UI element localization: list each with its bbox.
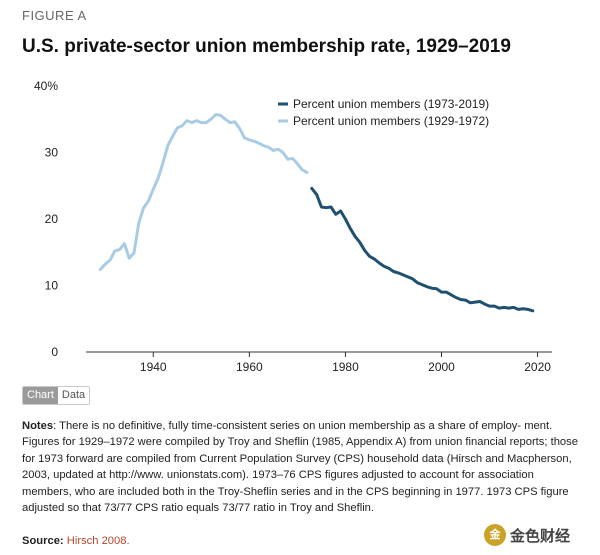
line-chart: 0 10 20 30 40% 1940 1960 1980 2000 2020 Percent … bbox=[34, 79, 552, 374]
watermark-text: 金色财经 bbox=[510, 527, 571, 545]
source-label: Source: bbox=[22, 535, 64, 547]
source-link[interactable]: Hirsch 2008. bbox=[66, 535, 130, 547]
series-lines bbox=[98, 113, 535, 313]
x-tick-label: 2020 bbox=[524, 360, 551, 374]
x-tick-label: 2000 bbox=[428, 360, 455, 374]
watermark: 金 金色财经 bbox=[484, 524, 570, 546]
x-axis-labels: 1940 1960 1980 2000 2020 bbox=[140, 360, 551, 374]
chart-notes: Notes: There is no definitive, fully tim… bbox=[22, 418, 582, 516]
y-tick-label: 0 bbox=[51, 345, 58, 359]
y-tick-label: 30 bbox=[45, 146, 59, 160]
chart-source: Source: Hirsch 2008. bbox=[22, 535, 130, 547]
figure-label: FIGURE A bbox=[22, 8, 87, 23]
legend-label: Percent union members (1973-2019) bbox=[293, 97, 489, 111]
y-tick-label: 40% bbox=[34, 79, 58, 93]
legend: Percent union members (1973-2019) Percent… bbox=[278, 97, 489, 128]
x-tick-label: 1940 bbox=[140, 360, 167, 374]
chart-title: U.S. private-sector union membership rat… bbox=[22, 36, 511, 57]
y-axis-labels: 0 10 20 30 40% bbox=[34, 79, 58, 359]
view-tabs: Chart Data bbox=[22, 386, 91, 405]
y-tick-label: 10 bbox=[45, 279, 59, 293]
series-line-1929-1972 bbox=[98, 113, 309, 271]
tab-chart[interactable]: Chart bbox=[23, 387, 58, 404]
legend-label: Percent union members (1929-1972) bbox=[293, 114, 489, 128]
x-tick-label: 1960 bbox=[236, 360, 263, 374]
notes-text: : There is no definitive, fully time-con… bbox=[22, 420, 578, 515]
watermark-logo: 金 bbox=[484, 524, 506, 546]
x-tick-label: 1980 bbox=[332, 360, 359, 374]
series-line-1973-2019 bbox=[310, 186, 535, 313]
notes-label: Notes bbox=[22, 420, 54, 432]
axes bbox=[86, 351, 552, 357]
y-tick-label: 20 bbox=[45, 212, 59, 226]
tab-data[interactable]: Data bbox=[57, 387, 90, 404]
